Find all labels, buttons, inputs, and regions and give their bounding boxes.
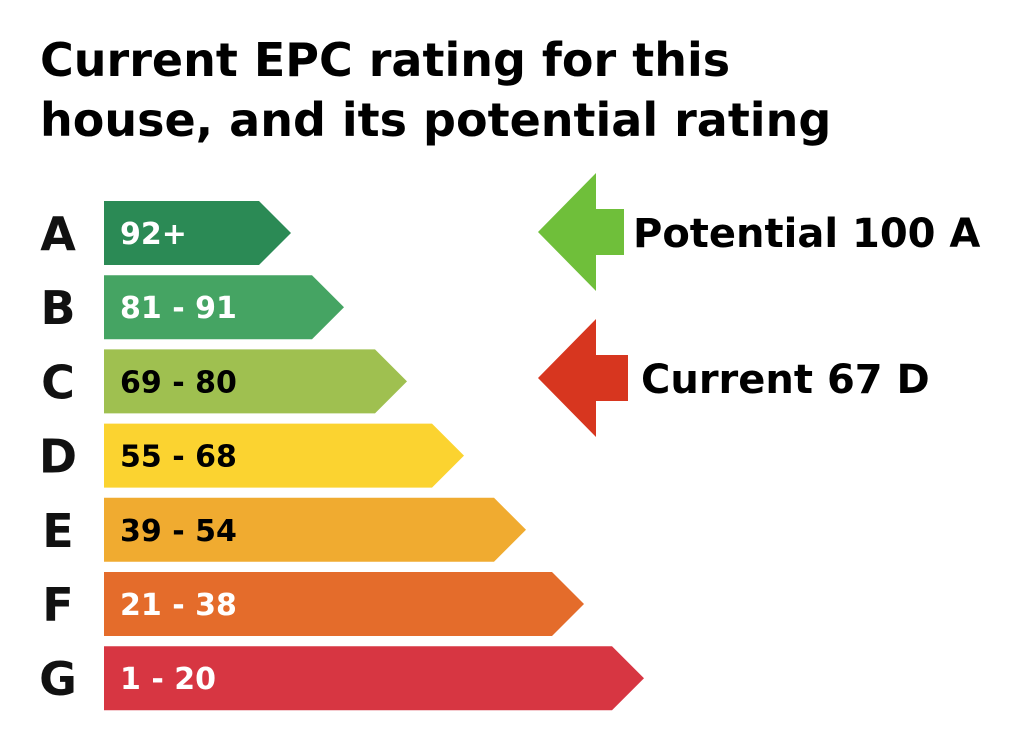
band-range-g: 1 - 20 <box>120 662 216 697</box>
band-letter-g: G <box>39 652 77 706</box>
band-range-c: 69 - 80 <box>120 365 237 400</box>
band-letter-f: F <box>42 578 73 632</box>
band-letter-d: D <box>39 430 77 484</box>
current-arrow-icon <box>538 319 628 437</box>
band-d: D 55 - 68 <box>39 423 464 488</box>
current-rating-marker: Current 67 D <box>538 319 930 437</box>
band-e: E 39 - 54 <box>42 497 526 562</box>
potential-arrow-icon <box>538 173 624 291</box>
band-range-b: 81 - 91 <box>120 291 237 326</box>
band-c: C 69 - 80 <box>41 349 407 414</box>
band-bar-d <box>104 423 464 488</box>
page-title: Current EPC rating for this house, and i… <box>40 30 1000 150</box>
band-bar-b <box>104 275 344 340</box>
potential-rating-marker: Potential 100 A <box>538 173 980 291</box>
band-letter-a: A <box>40 207 76 261</box>
title-line-1: Current EPC rating for this <box>40 33 731 87</box>
band-letter-b: B <box>40 281 75 335</box>
band-g: G 1 - 20 <box>39 646 644 711</box>
band-range-f: 21 - 38 <box>120 588 237 623</box>
band-bar-a <box>104 201 291 265</box>
title-line-2: house, and its potential rating <box>40 93 832 147</box>
band-range-d: 55 - 68 <box>120 440 237 475</box>
band-f: F 21 - 38 <box>42 572 584 636</box>
band-b: B 81 - 91 <box>40 275 344 340</box>
band-bar-g <box>104 646 644 711</box>
band-bar-e <box>104 497 526 562</box>
band-range-a: 92+ <box>120 217 187 252</box>
band-bar-f <box>104 572 584 636</box>
potential-rating-label: Potential 100 A <box>633 211 980 257</box>
band-a: A 92+ <box>40 201 291 265</box>
band-bar-c <box>104 349 407 414</box>
current-rating-label: Current 67 D <box>641 357 930 403</box>
band-letter-e: E <box>42 504 73 558</box>
band-range-e: 39 - 54 <box>120 514 237 549</box>
band-letter-c: C <box>41 355 75 409</box>
